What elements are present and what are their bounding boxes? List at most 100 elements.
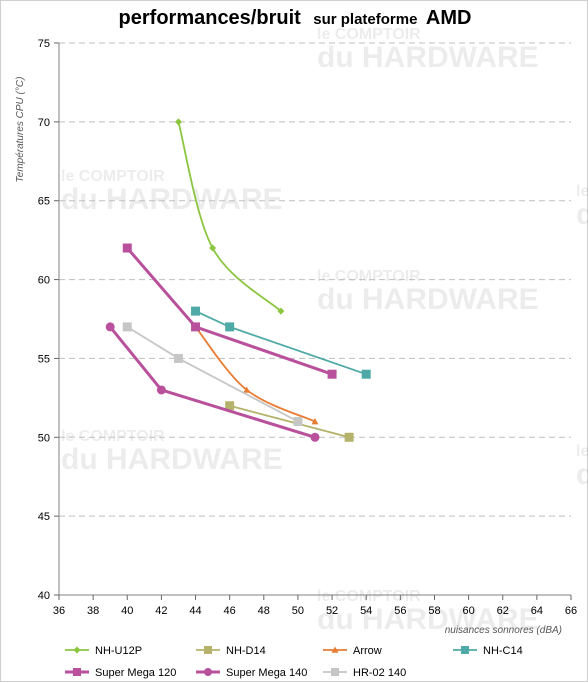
legend-swatch-marker [331,646,339,653]
x-tick-label: 62 [497,605,509,617]
watermark-line2: du HARDWARE [317,603,539,636]
watermark-line1: le COMPTOIR [576,443,588,460]
data-point-arrow [243,386,251,393]
data-point-nh-c14 [225,322,235,332]
watermark-line1: le COMPTOIR [317,588,421,605]
data-point-nh-d14 [225,401,235,411]
x-tick-label: 50 [292,605,304,617]
legend-item-nh-c14: NH-C14 [453,645,523,657]
data-point-nh-c14 [361,369,371,379]
legend-label: NH-D14 [226,645,266,657]
watermark-line2: du HARDWARE [317,41,539,74]
x-tick-label: 60 [462,605,474,617]
legend-swatch-marker [204,646,212,654]
x-tick-label: 52 [326,605,338,617]
x-tick-label: 44 [189,605,201,617]
watermark-line1: le COMPTOIR [576,183,588,200]
x-tick-label: 64 [531,605,543,617]
data-point-hr-02-140 [293,417,303,427]
legend-label: HR-02 140 [353,667,406,679]
axes: 40 45 50 55 60 65 70 75 36 38 40 42 44 46 48 50 52 54 56 58… [15,38,577,636]
watermark-line1: le COMPTOIR [61,428,165,445]
x-tick-label: 58 [428,605,440,617]
y-tick-label: 65 [38,196,50,208]
chart-title: performances/bruit sur plateforme AMD [1,7,588,30]
watermark-line1: le COMPTOIR [317,26,421,43]
watermark-line2: du HARDWARE [61,443,283,476]
legend: NH-U12P NH-D14 Arrow NH-C14 Super Mega 120 Su… [65,645,523,679]
data-point-super-mega-120 [327,369,337,379]
series-layer [105,118,371,442]
data-point-hr-02-140 [122,322,132,332]
x-tick-label: 66 [565,605,577,617]
data-point-nh-d14 [344,432,354,442]
legend-item-super-mega-140: Super Mega 140 [196,667,307,679]
series-hr-02-140 [122,322,303,427]
legend-swatch-marker [331,668,339,676]
data-point-nh-u12p [209,244,217,252]
title-amd: AMD [425,7,472,29]
series-arrow [192,323,319,425]
legend-item-nh-d14: NH-D14 [196,645,266,657]
y-axis-title: Températures CPU (°C) [15,77,26,183]
title-main: performances/bruit [118,7,301,29]
legend-item-arrow: Arrow [323,645,382,657]
y-tick-label: 75 [38,38,50,50]
legend-item-nh-u12p: NH-U12P [65,645,142,657]
data-point-hr-02-140 [173,353,183,363]
y-tick-label: 70 [38,117,50,129]
series-line-nh-c14 [195,310,367,376]
data-point-super-mega-120 [191,322,201,332]
y-tick-label: 50 [38,432,50,444]
y-tick-label: 40 [38,590,50,602]
series-nh-c14 [191,306,371,379]
data-point-arrow [311,418,319,425]
x-tick-label: 42 [155,605,167,617]
legend-item-hr-02-140: HR-02 140 [323,667,406,679]
watermark-line1: le COMPTOIR [61,168,165,185]
legend-label: Arrow [353,645,382,657]
watermark-line2: du HARDWARE [576,458,588,491]
data-point-super-mega-120 [122,243,132,253]
legend-label: Super Mega 120 [95,667,176,679]
x-tick-label: 56 [394,605,406,617]
series-nh-d14 [225,401,354,442]
series-super-mega-120 [122,243,337,379]
legend-swatch-marker [204,668,212,676]
series-nh-u12p [174,118,285,315]
legend-item-super-mega-120: Super Mega 120 [65,667,176,679]
y-tick-label: 60 [38,275,50,287]
data-point-super-mega-140 [156,385,166,395]
legend-swatch-marker [73,646,81,654]
grid-lines [59,42,571,596]
watermark-line2: du HARDWARE [317,283,539,316]
x-axis-title: nuisances sonnores (dBA) [445,625,562,636]
data-point-nh-c14 [191,306,201,316]
data-point-super-mega-140 [105,322,115,332]
watermark-line2: du HARDWARE [61,183,283,216]
x-tick-label: 38 [87,605,99,617]
data-point-nh-u12p [174,118,182,126]
series-line-nh-u12p [177,121,282,312]
x-tick-label: 46 [224,605,236,617]
x-tick-label: 48 [258,605,270,617]
x-tick-label: 40 [121,605,133,617]
series-super-mega-140 [105,322,320,442]
title-platform: sur plateforme [313,11,418,28]
x-tick-label: 54 [360,605,372,617]
data-point-super-mega-140 [310,432,320,442]
legend-label: NH-U12P [95,645,142,657]
x-tick-label: 36 [53,605,65,617]
series-line-super-mega-120 [126,247,333,376]
watermark-line1: le COMPTOIR [317,268,421,285]
legend-label: Super Mega 140 [226,667,307,679]
data-point-nh-u12p [277,307,285,315]
watermark-line2: du HARDWARE [576,198,588,231]
series-line-nh-d14 [229,404,350,439]
y-tick-label: 45 [38,511,50,523]
legend-label: NH-C14 [483,645,523,657]
legend-swatch-marker [73,668,81,676]
legend-swatch-marker [461,646,469,654]
